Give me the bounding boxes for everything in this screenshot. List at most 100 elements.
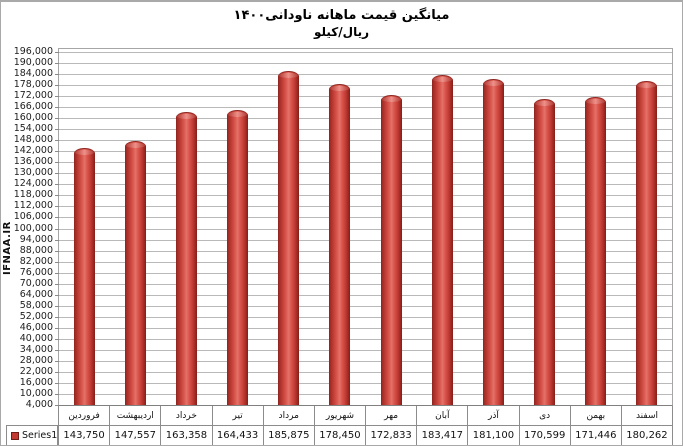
y-axis-label: 130,000	[13, 167, 53, 179]
bar-11	[584, 97, 606, 405]
bar-10	[533, 98, 555, 405]
bar-cap	[330, 86, 350, 92]
y-axis-label: 10,000	[19, 387, 53, 399]
y-axis-label: 118,000	[13, 189, 53, 201]
y-axis-tick	[55, 206, 59, 208]
value-cell: 180,262	[626, 430, 668, 441]
chart-subtitle: ریال/کیلو	[313, 25, 369, 39]
grid-line	[59, 118, 672, 120]
grid-line	[59, 96, 672, 98]
bar-cap	[483, 81, 503, 87]
grid-line	[59, 239, 672, 241]
bar-8	[431, 75, 453, 405]
y-axis-tick	[55, 250, 59, 252]
y-axis-label: 172,000	[13, 90, 53, 102]
y-axis-tick	[55, 162, 59, 164]
y-axis-tick	[55, 184, 59, 186]
bar-cap	[75, 150, 95, 156]
y-axis-label: 166,000	[13, 101, 53, 113]
y-axis-label: 136,000	[13, 156, 53, 168]
y-axis-tick	[55, 129, 59, 131]
y-axis-tick	[55, 195, 59, 197]
y-axis-label: 196,000	[13, 46, 53, 57]
y-axis-tick	[55, 349, 59, 351]
bar-6	[329, 84, 351, 405]
grid-line	[59, 371, 672, 373]
grid-line	[59, 129, 672, 131]
month-cell: شهریور	[315, 406, 367, 425]
value-cell: 178,450	[315, 426, 367, 445]
value-cell: 181,100	[468, 426, 520, 445]
bar-5	[278, 70, 300, 405]
grid-line	[59, 228, 672, 230]
y-axis-tick	[55, 305, 59, 307]
grid-line	[59, 393, 672, 395]
month-cell: بهمن	[571, 406, 622, 425]
y-axis-tick	[55, 360, 59, 362]
bar-4	[227, 110, 249, 405]
grid-line	[59, 382, 672, 384]
y-axis-label: 40,000	[19, 332, 53, 344]
bar-cap	[534, 100, 554, 106]
y-axis-label: 76,000	[19, 266, 53, 278]
y-axis-tick	[55, 393, 59, 395]
grid-line	[59, 173, 672, 175]
y-axis-label: 34,000	[19, 343, 53, 355]
y-axis-label: 88,000	[19, 244, 53, 256]
value-cell: 147,557	[110, 426, 162, 445]
bar-2	[125, 141, 147, 405]
y-axis-label: 154,000	[13, 123, 53, 135]
grid-line	[59, 162, 672, 164]
grid-line	[59, 74, 672, 76]
bar-cap	[177, 114, 197, 120]
grid-line	[59, 294, 672, 296]
category-axis-row: فروردین اردیبهشت خرداد تیر مرداد شهریور مهر آبا…	[58, 406, 673, 426]
grid-line	[59, 250, 672, 252]
y-axis-label: 28,000	[19, 354, 53, 366]
y-axis-label: 112,000	[13, 200, 53, 212]
y-axis-tick	[55, 74, 59, 76]
y-axis-label: 148,000	[13, 134, 53, 146]
grid-line	[59, 360, 672, 362]
grid-line	[59, 206, 672, 208]
grid-line	[59, 63, 672, 65]
value-cell: 185,875	[264, 426, 315, 445]
value-cell: 170,599	[520, 426, 571, 445]
legend-marker-icon	[11, 431, 19, 440]
grid-line	[59, 283, 672, 285]
value-cell: 172,833	[366, 426, 418, 445]
y-axis-label: 52,000	[19, 310, 53, 322]
y-axis-label: 178,000	[13, 79, 53, 91]
y-axis-tick	[55, 294, 59, 296]
y-axis-tick	[55, 382, 59, 384]
grid-line	[59, 184, 672, 186]
plot-area	[55, 48, 673, 406]
y-axis-tick	[55, 261, 59, 263]
y-axis-tick	[55, 52, 59, 53]
y-axis-tick	[55, 327, 59, 329]
y-axis-tick	[55, 173, 59, 175]
grid-line	[59, 151, 672, 153]
y-axis-labels: 196,000 190,000 184,000 178,000 172,000 166,0…	[1, 46, 56, 410]
legend: Series1	[6, 425, 58, 445]
bar-3	[176, 112, 198, 405]
y-axis-tick	[55, 96, 59, 98]
y-axis-tick	[55, 371, 59, 373]
y-axis-label: 64,000	[19, 288, 53, 300]
y-axis-label: 70,000	[19, 277, 53, 289]
month-cell: مهر	[366, 406, 418, 425]
grid-line	[59, 305, 672, 307]
chart-title: میانگین قیمت ماهانه ناودانی۱۴۰۰	[233, 8, 450, 23]
y-axis-label: 16,000	[19, 376, 53, 388]
bar-cap	[279, 72, 299, 78]
grid-line	[59, 195, 672, 197]
y-axis-tick	[55, 118, 59, 120]
month-cell: آبان	[417, 406, 469, 425]
y-axis-tick	[55, 338, 59, 340]
value-cell: 143,750	[59, 426, 111, 445]
value-cell: 163,358	[161, 426, 213, 445]
month-cell: تیر	[213, 406, 264, 425]
month-cell: فروردین	[59, 406, 111, 425]
y-axis-label: 4,000	[25, 399, 53, 410]
grid-line	[59, 52, 672, 53]
